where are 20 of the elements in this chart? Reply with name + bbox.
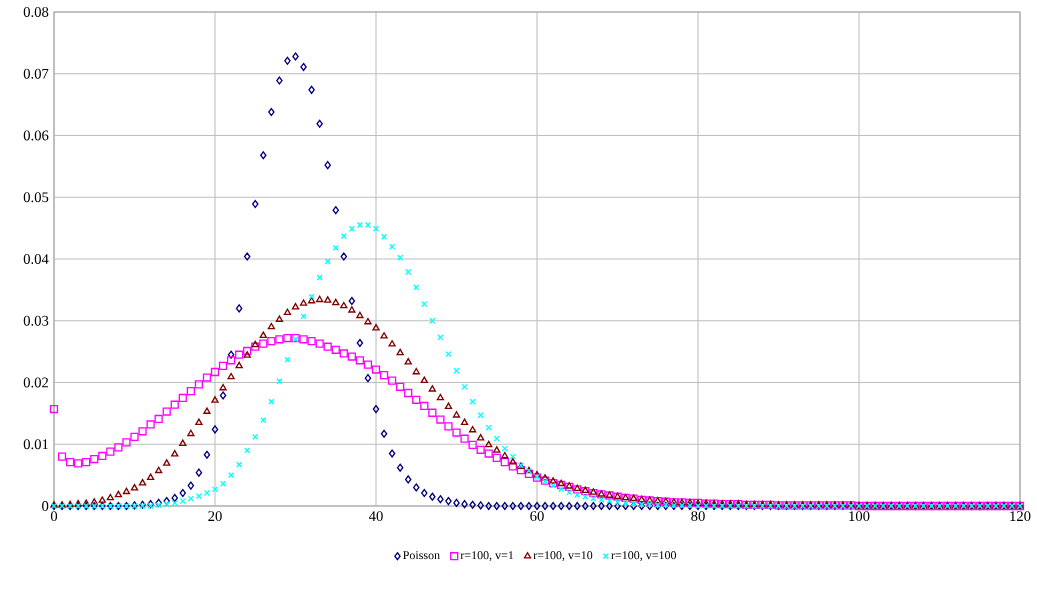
y-tick-label: 0.02 bbox=[23, 377, 49, 388]
y-tick-label: 0 bbox=[42, 501, 49, 511]
x-tick-label: 0 bbox=[50, 511, 58, 522]
x-tick-label: 60 bbox=[530, 511, 544, 522]
x-tick-label: 40 bbox=[368, 511, 383, 522]
legend-label: r=100, v=10 bbox=[533, 551, 593, 561]
x-tick-label: 20 bbox=[208, 511, 222, 522]
y-tick-label: 0.08 bbox=[23, 7, 49, 17]
legend-label: r=100, v=100 bbox=[611, 551, 677, 561]
x-tick-label: 80 bbox=[691, 511, 705, 522]
legend-label: r=100, v=1 bbox=[460, 551, 514, 561]
y-tick-label: 0.07 bbox=[23, 68, 49, 79]
x-tick-label: 120 bbox=[1010, 511, 1031, 522]
y-tick-label: 0.01 bbox=[23, 439, 48, 450]
legend-label: Poisson bbox=[403, 551, 440, 560]
x-tick-label: 100 bbox=[849, 511, 870, 522]
y-tick-label: 0.04 bbox=[23, 254, 49, 264]
y-tick-label: 0.06 bbox=[23, 130, 49, 141]
y-tick-label: 0.03 bbox=[23, 315, 49, 326]
y-tick-label: 0.05 bbox=[23, 192, 49, 203]
